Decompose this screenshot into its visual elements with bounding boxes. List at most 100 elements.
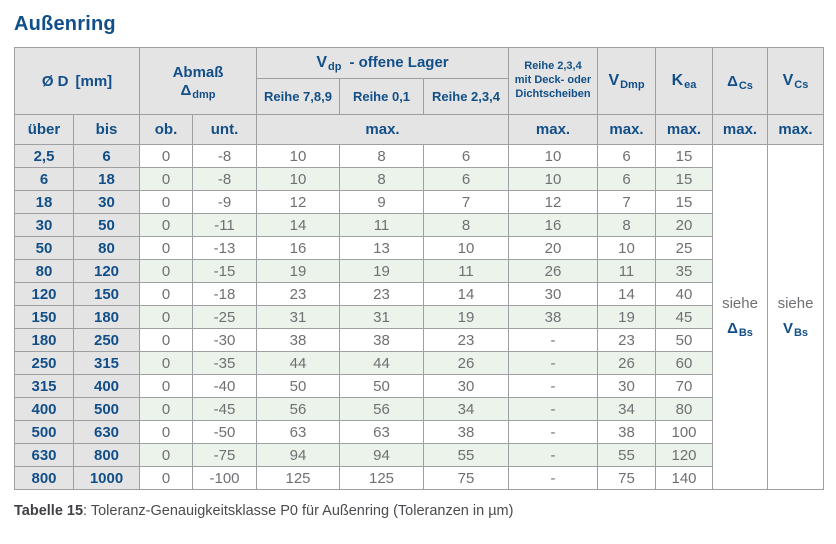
cell-sealed: - — [508, 351, 598, 375]
cell-unt: -75 — [192, 443, 257, 467]
cell-r01: 125 — [339, 466, 424, 490]
table-row: 120 150 0 -18 23 23 14 30 14 40 — [14, 282, 824, 306]
cell-ueber: 500 — [14, 420, 74, 444]
cell-r234: 7 — [423, 190, 509, 214]
see-label: siehe — [722, 295, 758, 313]
table-row: 18 30 0 -9 12 9 7 12 7 15 — [14, 190, 824, 214]
cell-r789: 125 — [256, 466, 340, 490]
cell-ueber: 250 — [14, 351, 74, 375]
cell-kea: 140 — [655, 466, 713, 490]
cell-r234: 14 — [423, 282, 509, 306]
page-title: Außenring — [14, 13, 116, 35]
cell-unt: -18 — [192, 282, 257, 306]
cell-vdmp: 7 — [597, 190, 656, 214]
cell-r234: 6 — [423, 144, 509, 168]
cell-vdmp: 8 — [597, 213, 656, 237]
cell-sealed: 12 — [508, 190, 598, 214]
cell-bis: 800 — [73, 443, 140, 467]
kea-symbol: K — [671, 72, 684, 89]
cell-ob: 0 — [139, 443, 193, 467]
cell-r01: 19 — [339, 259, 424, 283]
cell-ueber: 630 — [14, 443, 74, 467]
cell-kea: 60 — [655, 351, 713, 375]
table-row: 150 180 0 -25 31 31 19 38 19 45 — [14, 305, 824, 329]
delta-cs-sub: Cs — [738, 79, 753, 92]
table-body: 2,5 6 0 -8 10 8 6 10 6 15 siehe ΔBs siehe VBs 6 18 0 -8 10… — [14, 144, 824, 490]
cell-sealed: 10 — [508, 167, 598, 191]
cell-ueber: 180 — [14, 328, 74, 352]
cell-kea: 40 — [655, 282, 713, 306]
reference-symbol: V — [782, 320, 793, 337]
cell-sealed: - — [508, 420, 598, 444]
cell-ob: 0 — [139, 282, 193, 306]
cell-r01: 23 — [339, 282, 424, 306]
cell-r01: 8 — [339, 144, 424, 168]
cell-ob: 0 — [139, 305, 193, 329]
diameter-symbol: Ø D — [41, 72, 69, 90]
cell-vdmp: 55 — [597, 443, 656, 467]
table-row: 80 120 0 -15 19 19 11 26 11 35 — [14, 259, 824, 283]
header-unt: unt. — [192, 114, 257, 145]
cell-bis: 150 — [73, 282, 140, 306]
cell-ob: 0 — [139, 259, 193, 283]
cell-unt: -9 — [192, 190, 257, 214]
cell-vdmp: 38 — [597, 420, 656, 444]
cell-r789: 38 — [256, 328, 340, 352]
cell-ob: 0 — [139, 236, 193, 260]
cell-r234: 23 — [423, 328, 509, 352]
sealed-line3: Dichtscheiben — [515, 87, 591, 100]
cell-ueber: 120 — [14, 282, 74, 306]
cell-ob: 0 — [139, 167, 193, 191]
cell-r234: 11 — [423, 259, 509, 283]
cell-r01: 13 — [339, 236, 424, 260]
cell-unt: -25 — [192, 305, 257, 329]
cell-ueber: 2,5 — [14, 144, 74, 168]
cell-r234: 8 — [423, 213, 509, 237]
cell-bis: 18 — [73, 167, 140, 191]
delta-symbol: Δ — [180, 81, 192, 99]
cell-kea: 35 — [655, 259, 713, 283]
caption-label: Tabelle 15 — [14, 503, 84, 519]
cell-r234: 30 — [423, 374, 509, 398]
cell-r234: 6 — [423, 167, 509, 191]
cell-r01: 8 — [339, 167, 424, 191]
cell-bis: 500 — [73, 397, 140, 421]
cell-r01: 38 — [339, 328, 424, 352]
cell-unt: -15 — [192, 259, 257, 283]
cell-vdmp: 11 — [597, 259, 656, 283]
cell-vdmp: 30 — [597, 374, 656, 398]
cell-vdmp: 26 — [597, 351, 656, 375]
delta-cs-symbol: Δ — [727, 72, 738, 90]
cell-r789: 14 — [256, 213, 340, 237]
cell-sealed: - — [508, 374, 598, 398]
cell-ob: 0 — [139, 374, 193, 398]
header-max-kea: max. — [655, 114, 713, 145]
cell-r01: 44 — [339, 351, 424, 375]
cell-r01: 50 — [339, 374, 424, 398]
cell-vdmp: 75 — [597, 466, 656, 490]
cell-r789: 23 — [256, 282, 340, 306]
cell-bis: 250 — [73, 328, 140, 352]
kea-sub: ea — [684, 79, 697, 91]
vdp-symbol: V — [316, 54, 328, 71]
cell-kea: 70 — [655, 374, 713, 398]
cell-bis: 120 — [73, 259, 140, 283]
cell-sealed: - — [508, 443, 598, 467]
table-row: 2,5 6 0 -8 10 8 6 10 6 15 siehe ΔBs siehe VBs — [14, 144, 824, 490]
cell-r01: 11 — [339, 213, 424, 237]
header-bis: bis — [73, 114, 140, 145]
cell-r789: 63 — [256, 420, 340, 444]
header-vdp-open-bearings: Vdp - offene Lager — [256, 47, 509, 79]
cell-ueber: 400 — [14, 397, 74, 421]
header-ueber: über — [14, 114, 74, 145]
cell-unt: -30 — [192, 328, 257, 352]
cell-bis: 80 — [73, 236, 140, 260]
cell-unt: -50 — [192, 420, 257, 444]
cell-kea: 120 — [655, 443, 713, 467]
cell-r789: 50 — [256, 374, 340, 398]
cell-ob: 0 — [139, 397, 193, 421]
cell-kea: 100 — [655, 420, 713, 444]
cell-ob: 0 — [139, 213, 193, 237]
table-row: 250 315 0 -35 44 44 26-26 60 — [14, 351, 824, 375]
cell-r01: 9 — [339, 190, 424, 214]
